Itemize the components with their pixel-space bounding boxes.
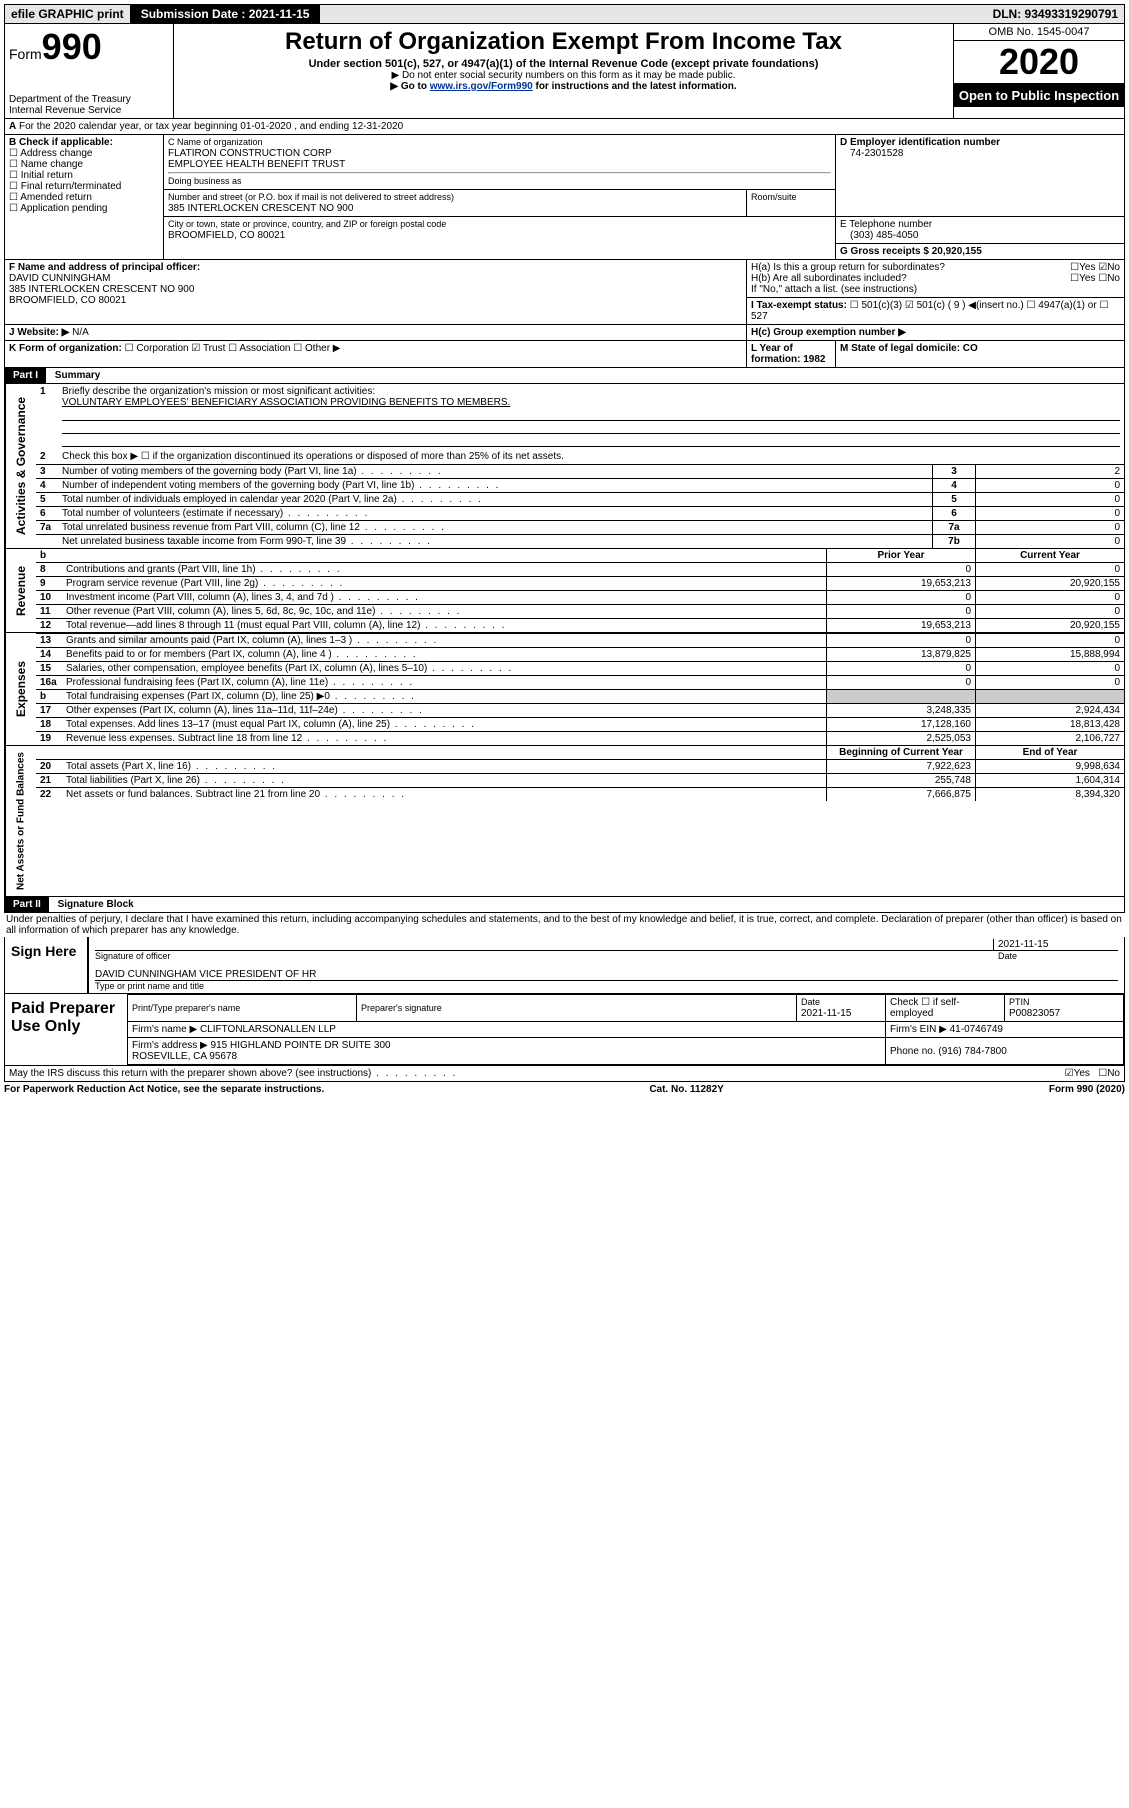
chk-address-change[interactable]: ☐ Address change — [9, 148, 159, 159]
sign-here-label: Sign Here — [5, 937, 87, 993]
chk-initial-return[interactable]: ☐ Initial return — [9, 170, 159, 181]
vert-label-gov: Activities & Governance — [5, 384, 36, 548]
section-h: H(a) Is this a group return for subordin… — [747, 260, 1125, 298]
section-b: B Check if applicable: ☐ Address change … — [5, 135, 164, 260]
discuss-row: May the IRS discuss this return with the… — [4, 1066, 1125, 1082]
vert-label-exp: Expenses — [5, 633, 36, 745]
form-header: Form990 Department of the Treasury Inter… — [4, 24, 1125, 119]
part1-header: Part I Summary — [4, 368, 1125, 384]
room-suite: Room/suite — [747, 190, 836, 217]
netassets-table: Beginning of Current Year End of Year 20… — [36, 746, 1124, 801]
section-j: J Website: ▶ N/A — [5, 325, 747, 341]
section-i: I Tax-exempt status: ☐ 501(c)(3) ☑ 501(c… — [747, 298, 1125, 325]
dln: DLN: 93493319290791 — [987, 5, 1124, 23]
section-k: K Form of organization: ☐ Corporation ☑ … — [5, 341, 747, 368]
subtitle-3: ▶ Go to www.irs.gov/Form990 for instruct… — [180, 81, 947, 92]
form-number: Form990 — [9, 26, 169, 68]
line-a: A For the 2020 calendar year, or tax yea… — [5, 119, 1125, 135]
firm-phone: Phone no. (916) 784-7800 — [886, 1038, 1124, 1065]
page-footer: For Paperwork Reduction Act Notice, see … — [4, 1082, 1125, 1095]
section-c-name: C Name of organization FLATIRON CONSTRUC… — [164, 135, 836, 190]
paid-preparer-block: Paid Preparer Use Only Print/Type prepar… — [4, 994, 1125, 1066]
expenses-block: Expenses 13Grants and similar amounts pa… — [4, 633, 1125, 746]
vert-label-net: Net Assets or Fund Balances — [5, 746, 36, 896]
section-g: G Gross receipts $ 20,920,155 — [836, 244, 1125, 260]
netassets-block: Net Assets or Fund Balances Beginning of… — [4, 746, 1125, 897]
section-e: E Telephone number (303) 485-4050 — [836, 217, 1125, 244]
top-bar: efile GRAPHIC print Submission Date : 20… — [4, 4, 1125, 24]
section-m: M State of legal domicile: CO — [836, 341, 1125, 368]
governance-table: 3Number of voting members of the governi… — [36, 464, 1124, 548]
prep-date: Date2021-11-15 — [797, 995, 886, 1022]
firm-address: Firm's address ▶ 915 HIGHLAND POINTE DR … — [128, 1038, 886, 1065]
open-to-public: Open to Public Inspection — [954, 84, 1124, 107]
section-c-addr: Number and street (or P.O. box if mail i… — [164, 190, 747, 217]
firm-name: Firm's name ▶ CLIFTONLARSONALLEN LLP — [128, 1022, 886, 1038]
entity-info-table: A For the 2020 calendar year, or tax yea… — [4, 119, 1125, 368]
vert-label-rev: Revenue — [5, 549, 36, 632]
section-f: F Name and address of principal officer:… — [5, 260, 747, 325]
section-d-e: D Employer identification number 74-2301… — [836, 135, 1125, 217]
signature-block: Sign Here 2021-11-15 Signature of office… — [4, 937, 1125, 994]
subtitle-2: ▶ Do not enter social security numbers o… — [180, 70, 947, 81]
section-hc: H(c) Group exemption number ▶ — [747, 325, 1125, 341]
subtitle-1: Under section 501(c), 527, or 4947(a)(1)… — [180, 58, 947, 70]
self-employed: Check ☐ if self-employed — [886, 995, 1005, 1022]
activities-governance-block: Activities & Governance 1 Briefly descri… — [4, 384, 1125, 549]
part2-header: Part II Signature Block — [4, 897, 1125, 913]
chk-name-change[interactable]: ☐ Name change — [9, 159, 159, 170]
firm-ein: Firm's EIN ▶ 41-0746749 — [886, 1022, 1124, 1038]
submission-date: Submission Date : 2021-11-15 — [131, 5, 321, 23]
section-l: L Year of formation: 1982 — [747, 341, 836, 368]
chk-amended[interactable]: ☐ Amended return — [9, 192, 159, 203]
section-c-city: City or town, state or province, country… — [164, 217, 836, 260]
revenue-block: Revenue b Prior Year Current Year 8Contr… — [4, 549, 1125, 633]
omb-number: OMB No. 1545-0047 — [954, 24, 1124, 41]
ptin: PTINP00823057 — [1005, 995, 1124, 1022]
chk-app-pending[interactable]: ☐ Application pending — [9, 203, 159, 214]
prep-sig: Preparer's signature — [357, 995, 797, 1022]
expenses-table: 13Grants and similar amounts paid (Part … — [36, 633, 1124, 745]
chk-final-return[interactable]: ☐ Final return/terminated — [9, 181, 159, 192]
prep-name: Print/Type preparer's name — [128, 995, 357, 1022]
tax-year: 2020 — [954, 41, 1124, 84]
revenue-table: b Prior Year Current Year 8Contributions… — [36, 549, 1124, 632]
form-title: Return of Organization Exempt From Incom… — [180, 28, 947, 56]
efile-label: efile GRAPHIC print — [5, 5, 131, 23]
instructions-link[interactable]: www.irs.gov/Form990 — [430, 81, 533, 92]
dept-label: Department of the Treasury Internal Reve… — [9, 94, 169, 116]
perjury-statement: Under penalties of perjury, I declare th… — [4, 913, 1125, 937]
